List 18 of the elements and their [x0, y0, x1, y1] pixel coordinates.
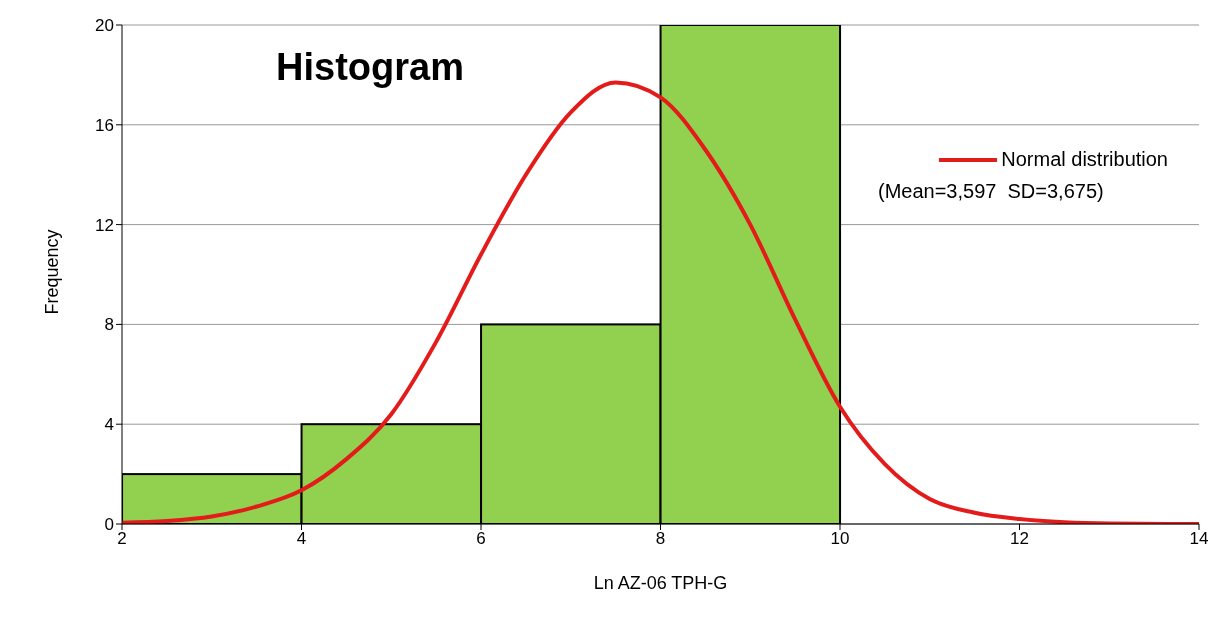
x-tick-label: 10: [830, 529, 850, 549]
x-axis-title: Ln AZ-06 TPH-G: [593, 573, 728, 593]
legend-label: Normal distribution: [1001, 148, 1168, 171]
x-tick-label: 4: [296, 529, 307, 549]
y-tick-label: 12: [95, 215, 114, 235]
text: Histogram: [276, 46, 464, 89]
y-tick-label: 8: [104, 315, 114, 335]
y-tick-label: 20: [95, 16, 114, 36]
x-tick-label: 14: [1189, 529, 1209, 549]
y-tick-label: 16: [95, 115, 114, 135]
x-tick-label: 8: [655, 529, 666, 549]
y-tick-label: 4: [104, 415, 114, 435]
x-tick-label: 2: [117, 529, 127, 549]
x-tick-label: 12: [1010, 529, 1029, 549]
annotation: (Mean=3,597 SD=3,675): [878, 180, 1104, 203]
y-tick-label: 0: [104, 515, 114, 535]
x-tick-label: 6: [476, 529, 486, 549]
y-axis-title: Frequency: [42, 229, 63, 315]
